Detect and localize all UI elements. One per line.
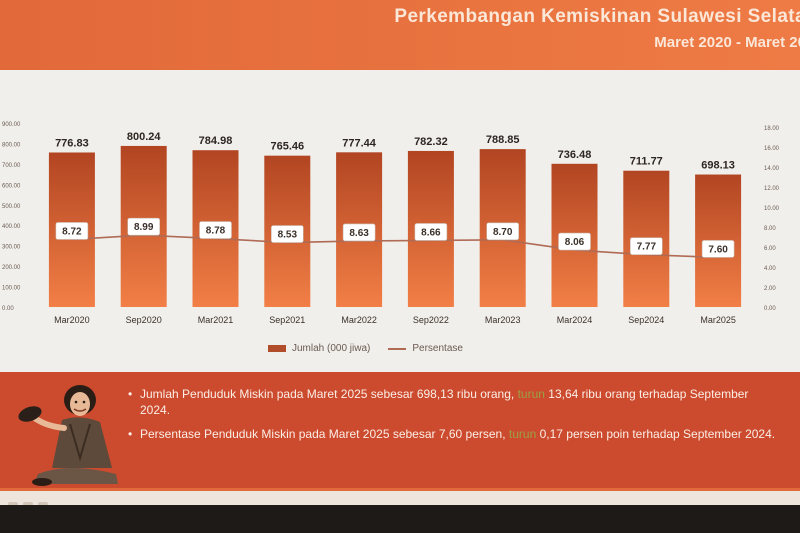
percent-value-label: 8.99 <box>134 222 154 233</box>
y-left-tick-label: 100.00 <box>2 286 21 292</box>
y-right-tick-label: 10.00 <box>764 206 780 212</box>
y-right-tick-label: 4.00 <box>764 266 776 272</box>
poverty-chart: 0.00 100.00 200.00 300.00 400.00 500.00 600.00… <box>2 122 780 325</box>
y-right-tick-label: 8.00 <box>764 226 776 232</box>
bar-value-label: 784.98 <box>199 135 233 147</box>
y-left-tick-label: 700.00 <box>2 163 21 169</box>
summary-list: Jumlah Penduduk Miskin pada Maret 2025 s… <box>128 386 778 450</box>
y-right-tick-label: 18.00 <box>764 126 780 132</box>
percent-value-label: 8.63 <box>349 228 369 239</box>
x-tick-label: Sep2022 <box>413 315 449 325</box>
y-left-tick-label: 200.00 <box>2 265 21 271</box>
bar-value-label: 765.46 <box>270 141 304 153</box>
percent-label-box <box>629 237 663 255</box>
percent-value-label: 8.78 <box>206 226 226 237</box>
x-tick-label: Mar2022 <box>341 315 377 325</box>
bar-value-label: 698.13 <box>701 160 735 172</box>
y-left-tick-label: 400.00 <box>2 224 21 230</box>
percent-value-label: 8.70 <box>493 227 513 238</box>
slide: Perkembangan Kemiskinan Sulawesi Selata … <box>0 0 800 505</box>
bar-value-label: 782.32 <box>414 136 448 148</box>
percent-value-label: 7.60 <box>708 244 728 255</box>
x-tick-label: Sep2021 <box>269 315 305 325</box>
y-right-tick-label: 0.00 <box>764 306 776 312</box>
bar-value-label: 788.85 <box>486 134 520 146</box>
header-band: Perkembangan Kemiskinan Sulawesi Selata … <box>0 0 800 70</box>
percent-value-label: 7.77 <box>637 242 657 253</box>
x-tick-label: Mar2023 <box>485 315 521 325</box>
y-left-tick-label: 600.00 <box>2 183 21 189</box>
percent-label-box <box>701 240 735 258</box>
slide-subtitle: Maret 2020 - Maret 20 <box>654 34 800 51</box>
y-right-tick-label: 16.00 <box>764 146 780 152</box>
page-dots <box>8 494 53 505</box>
y-left-tick-label: 0.00 <box>2 306 14 312</box>
y-right-tick-label: 14.00 <box>764 166 780 172</box>
x-tick-label: Mar2020 <box>54 315 90 325</box>
percent-value-label: 8.53 <box>278 230 298 241</box>
legend-bar-label: Jumlah (000 jiwa) <box>292 343 371 354</box>
x-tick-label: Mar2024 <box>557 315 593 325</box>
bar-value-label: 711.77 <box>630 156 663 168</box>
bar-value-label: 776.83 <box>55 137 89 149</box>
y-left-tick-label: 300.00 <box>2 245 21 251</box>
x-tick-label: Sep2024 <box>628 315 664 325</box>
summary-bullet-count: Jumlah Penduduk Miskin pada Maret 2025 s… <box>128 386 778 418</box>
x-tick-label: Mar2025 <box>700 315 736 325</box>
summary-bullet-percent: Persentase Penduduk Miskin pada Maret 20… <box>128 426 778 442</box>
bar-value-label: 800.24 <box>127 131 162 143</box>
y-right-tick-label: 6.00 <box>764 246 776 252</box>
bullet-text: Persentase Penduduk Miskin pada Maret 20… <box>140 427 509 441</box>
percent-label-box <box>55 222 89 240</box>
bullet-highlight: turun <box>517 387 545 401</box>
legend-line-swatch <box>388 347 407 350</box>
character-illustration <box>18 385 118 486</box>
y-left-tick-label: 900.00 <box>2 122 21 128</box>
legend-bar-swatch <box>268 345 286 352</box>
percent-value-label: 8.72 <box>62 226 82 237</box>
percent-label-box <box>342 223 376 242</box>
percent-label-box <box>199 221 232 239</box>
percent-label-box <box>270 225 304 243</box>
percent-label-box <box>486 222 520 241</box>
percent-value-label: 8.06 <box>565 237 585 248</box>
summary-panel: Jumlah Penduduk Miskin pada Maret 2025 s… <box>0 372 800 490</box>
bar-value-label: 777.44 <box>342 137 377 149</box>
percent-line <box>71 234 719 259</box>
legend-line-label: Persentase <box>412 343 463 354</box>
x-tick-label: Mar2021 <box>198 315 234 325</box>
bullet-highlight: turun <box>508 427 537 441</box>
percent-label-box <box>558 232 591 251</box>
y-right-tick-label: 2.00 <box>764 286 776 292</box>
y-left-tick-label: 800.00 <box>2 142 21 148</box>
bullet-text: Jumlah Penduduk Miskin pada Maret 2025 s… <box>140 387 518 401</box>
bottom-strip <box>0 488 800 505</box>
x-tick-label: Sep2020 <box>126 315 162 325</box>
y-left-tick-label: 500.00 <box>2 204 21 210</box>
chart-legend: Jumlah (000 jiwa) Persentase <box>268 343 463 354</box>
slide-title: Perkembangan Kemiskinan Sulawesi Selata <box>394 6 800 27</box>
bullet-text: 13,64 ribu orang terhadap September 2024… <box>140 387 749 417</box>
bar-value-label: 736.48 <box>558 149 592 161</box>
percent-value-label: 8.66 <box>421 227 441 238</box>
percent-label-box <box>127 217 160 236</box>
bullet-text: 0,17 persen poin terhadap September 2024… <box>536 427 776 441</box>
percent-label-box <box>414 223 448 241</box>
y-right-tick-label: 12.00 <box>764 186 780 192</box>
